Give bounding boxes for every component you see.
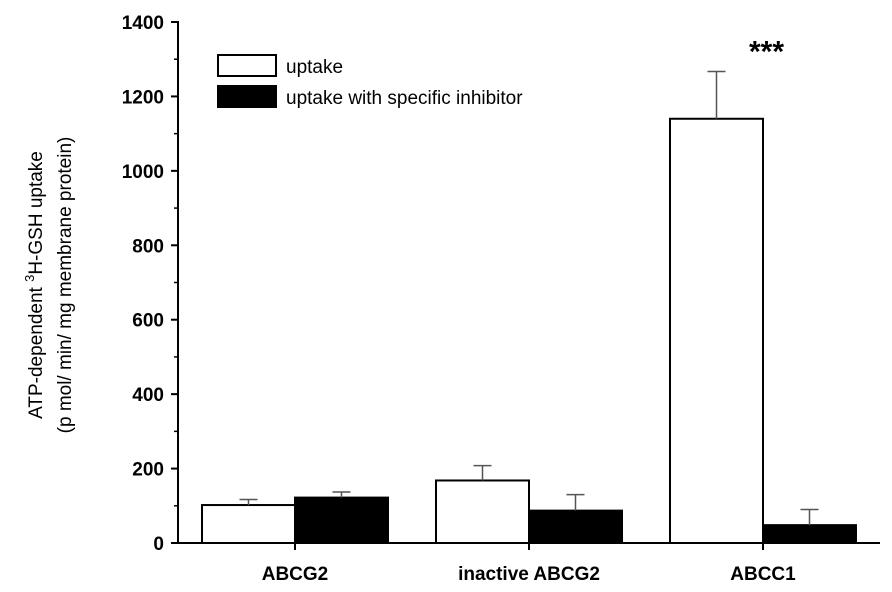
y-tick-label: 0 — [153, 534, 164, 555]
bars — [201, 117, 857, 545]
y-axis-title-line2: (p mol/ min/ mg membrane protein) — [55, 137, 76, 434]
y-axis-title: ATP-dependent 3H-GSH uptake (p mol/ min/… — [22, 137, 76, 434]
legend: uptake uptake with specific inhibitor — [217, 54, 523, 109]
bar-inhibitor — [294, 496, 389, 544]
legend-label: uptake with specific inhibitor — [286, 88, 523, 109]
legend-swatch — [217, 85, 277, 108]
y-axis-title-line1: ATP-dependent 3H-GSH uptake — [22, 151, 47, 419]
x-labels: ABCG2 inactive ABCG2 ABCC1 — [262, 543, 796, 585]
bar-inhibitor — [528, 509, 623, 544]
bar-uptake — [201, 504, 296, 545]
y-axis-title-superscript: 3 — [22, 275, 37, 282]
y-tick-label: 400 — [132, 385, 164, 406]
significance-marker: *** — [749, 35, 784, 68]
bar-uptake — [669, 117, 764, 544]
y-ticks: 0 200 400 600 800 1000 1200 1400 — [122, 13, 178, 555]
y-tick-label: 800 — [132, 236, 164, 257]
bar-inhibitor — [762, 524, 857, 545]
y-tick-label: 600 — [132, 311, 164, 332]
y-tick-label: 1000 — [122, 162, 164, 183]
x-category-label: inactive ABCG2 — [458, 564, 600, 585]
y-axis-title-pre: ATP-dependent — [26, 282, 47, 419]
x-category-label: ABCC1 — [730, 564, 796, 585]
legend-label: uptake — [286, 57, 343, 78]
bar-uptake — [435, 479, 530, 545]
y-axis-title-post: H-GSH uptake — [26, 151, 47, 275]
annotations: *** — [749, 35, 784, 68]
y-tick-label: 1200 — [122, 87, 164, 108]
x-category-label: ABCG2 — [262, 564, 329, 585]
error-bars — [239, 70, 819, 526]
legend-swatch — [217, 54, 277, 77]
axes — [177, 21, 880, 544]
y-tick-label: 200 — [132, 460, 164, 481]
y-tick-label: 1400 — [122, 13, 164, 34]
